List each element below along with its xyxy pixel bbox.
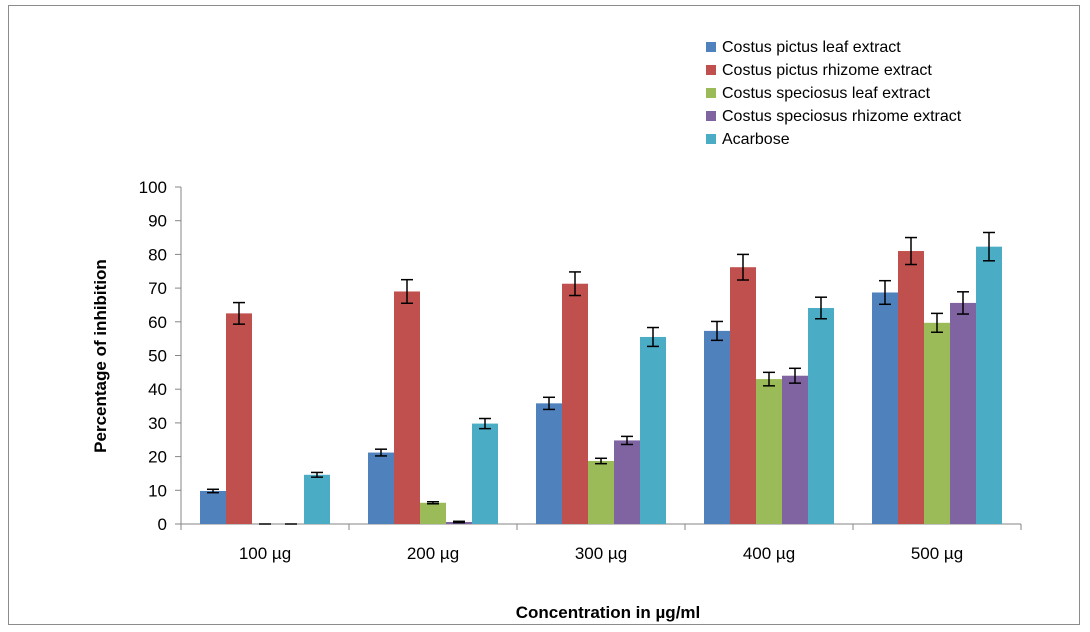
y-tick-label: 70 xyxy=(148,279,167,298)
bar xyxy=(872,292,898,524)
error-bars xyxy=(207,231,995,525)
x-axis-title: Concentration in µg/ml xyxy=(516,603,701,622)
legend-label: Costus pictus leaf extract xyxy=(722,39,901,56)
bar-chart: 0 10 20 30 40 50 60 70 80 90 100 100 µg 200 µg 300 µ… xyxy=(91,39,1022,622)
bar xyxy=(730,267,756,524)
bar xyxy=(782,375,808,524)
y-tick-label: 80 xyxy=(148,245,167,264)
legend-label: Costus speciosus leaf extract xyxy=(722,85,931,102)
legend: Costus pictus leaf extract Costus pictus … xyxy=(706,39,962,148)
bar xyxy=(614,440,640,524)
legend-swatch xyxy=(706,42,716,52)
y-tick-label: 40 xyxy=(148,380,167,399)
bar xyxy=(808,307,834,524)
bar xyxy=(420,502,446,524)
y-tick-label: 30 xyxy=(148,414,167,433)
bar xyxy=(976,246,1002,525)
y-tick-label: 90 xyxy=(148,212,167,231)
bar xyxy=(562,283,588,524)
y-tick-label: 20 xyxy=(148,448,167,467)
y-tick-label: 0 xyxy=(158,515,167,534)
x-tick-label: 500 µg xyxy=(911,544,963,563)
bar xyxy=(394,291,420,524)
bar xyxy=(898,251,924,524)
x-tick-label: 400 µg xyxy=(743,544,795,563)
legend-swatch xyxy=(706,65,716,75)
bar xyxy=(588,460,614,524)
bars xyxy=(200,246,1002,525)
bar xyxy=(924,322,950,524)
legend-label: Acarbose xyxy=(722,131,790,148)
y-tick-label: 10 xyxy=(148,481,167,500)
bar xyxy=(756,379,782,524)
y-axis: 0 10 20 30 40 50 60 70 80 90 100 xyxy=(139,178,182,534)
x-tick-label: 100 µg xyxy=(239,544,291,563)
legend-label: Costus speciosus rhizome extract xyxy=(722,108,962,125)
legend-swatch xyxy=(706,88,716,98)
legend-swatch xyxy=(706,111,716,121)
y-tick-label: 60 xyxy=(148,313,167,332)
bar xyxy=(200,490,226,524)
bar xyxy=(950,302,976,524)
bar xyxy=(304,474,330,524)
bar xyxy=(368,452,394,524)
x-tick-label: 200 µg xyxy=(407,544,459,563)
bar xyxy=(226,313,252,524)
bar xyxy=(472,423,498,524)
x-tick-label: 300 µg xyxy=(575,544,627,563)
legend-label: Costus pictus rhizome extract xyxy=(722,62,932,79)
bar xyxy=(640,336,666,524)
y-tick-label: 50 xyxy=(148,347,167,366)
bar xyxy=(536,403,562,524)
x-axis: 100 µg 200 µg 300 µg 400 µg 500 µg xyxy=(180,523,1022,563)
y-axis-title: Percentage of inhibition xyxy=(91,259,110,453)
y-tick-label: 100 xyxy=(139,178,167,197)
bar xyxy=(704,330,730,524)
chart-frame: 0 10 20 30 40 50 60 70 80 90 100 100 µg 200 µg 300 µ… xyxy=(8,5,1080,625)
legend-swatch xyxy=(706,134,716,144)
